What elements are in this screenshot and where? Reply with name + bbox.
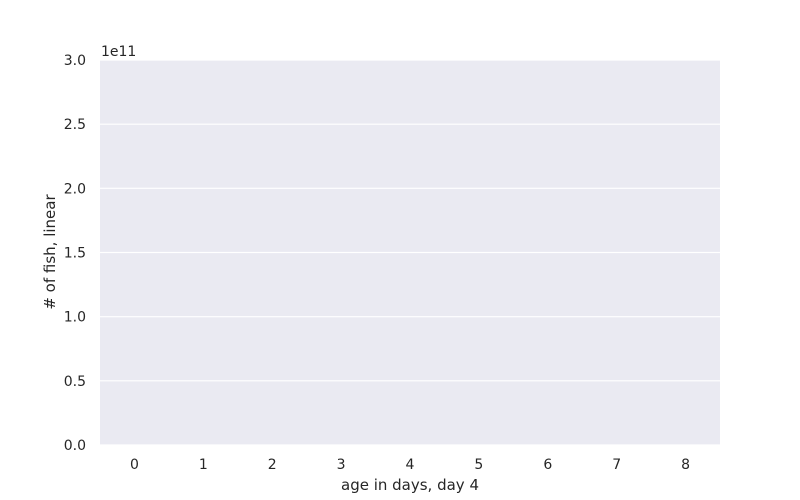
x-tick-label: 4 — [406, 457, 415, 473]
x-tick-label: 2 — [268, 457, 277, 473]
y-axis-ticks: 0.0 0.5 1.0 1.5 2.0 2.5 3.0 — [64, 53, 86, 454]
y-offset-label: 1e11 — [101, 44, 136, 60]
y-tick-label: 0.0 — [64, 438, 86, 454]
y-tick-label: 2.5 — [64, 117, 86, 133]
y-tick-label: 0.5 — [64, 374, 86, 390]
x-tick-label: 6 — [543, 457, 552, 473]
x-tick-label: 1 — [199, 457, 208, 473]
x-tick-label: 5 — [474, 457, 483, 473]
x-tick-label: 8 — [681, 457, 690, 473]
x-axis-label: age in days, day 4 — [341, 476, 479, 494]
grid-lines — [100, 59, 720, 446]
y-tick-label: 2.0 — [64, 181, 86, 197]
y-tick-label: 3.0 — [64, 53, 86, 69]
x-tick-label: 7 — [612, 457, 621, 473]
x-tick-label: 3 — [337, 457, 346, 473]
y-tick-label: 1.5 — [64, 246, 86, 262]
x-tick-label: 0 — [130, 457, 139, 473]
y-axis-label: # of fish, linear — [41, 194, 59, 310]
y-tick-label: 1.0 — [64, 310, 86, 326]
x-axis-ticks: 0 1 2 3 4 5 6 7 8 — [130, 457, 690, 473]
